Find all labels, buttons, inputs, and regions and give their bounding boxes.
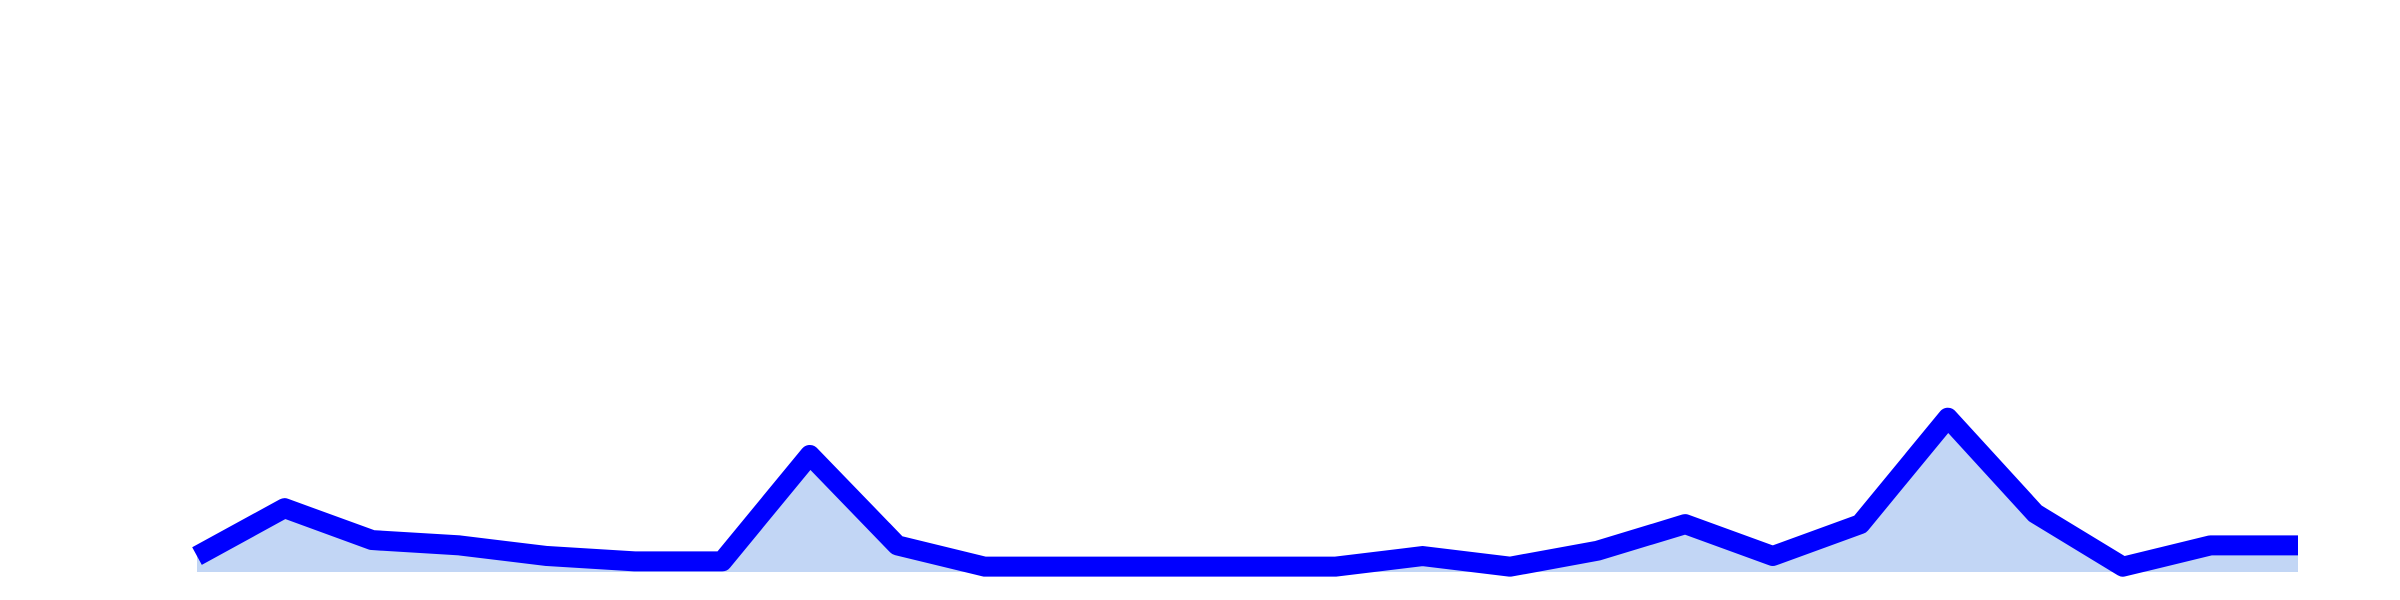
line-layer xyxy=(192,407,2299,577)
data-point-3 xyxy=(459,544,461,546)
data-point-7 xyxy=(809,454,811,456)
data-point-12 xyxy=(1247,566,1249,568)
data-point-23 xyxy=(2209,544,2211,546)
data-point-17 xyxy=(1684,523,1686,525)
data-point-0 xyxy=(196,555,198,557)
data-point-6 xyxy=(721,560,723,562)
data-point-4 xyxy=(546,555,548,557)
data-point-22 xyxy=(2122,566,2124,568)
data-point-18 xyxy=(1772,555,1774,557)
data-point-14 xyxy=(1422,555,1424,557)
data-point-13 xyxy=(1334,566,1336,568)
data-point-11 xyxy=(1159,566,1161,568)
data-point-24 xyxy=(2297,544,2299,546)
data-point-9 xyxy=(984,566,986,568)
data-point-8 xyxy=(896,544,898,546)
data-point-20 xyxy=(1947,417,1949,419)
data-point-19 xyxy=(1859,523,1861,525)
data-point-15 xyxy=(1509,566,1511,568)
series-line-0 xyxy=(192,407,2298,577)
data-point-2 xyxy=(371,539,373,541)
data-point-21 xyxy=(2034,512,2036,514)
data-point-10 xyxy=(1071,566,1073,568)
data-point-16 xyxy=(1597,550,1599,552)
data-point-1 xyxy=(284,507,286,509)
data-point-5 xyxy=(634,560,636,562)
